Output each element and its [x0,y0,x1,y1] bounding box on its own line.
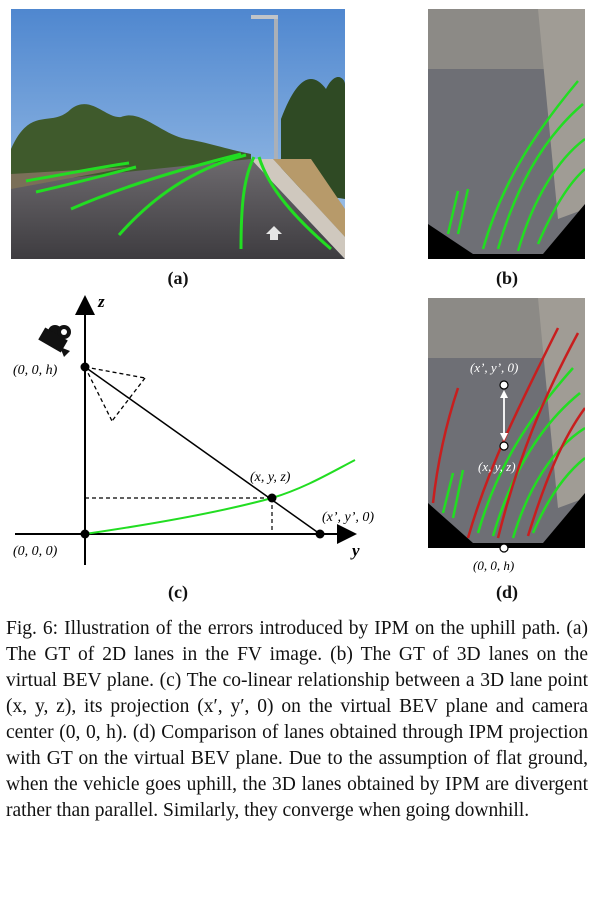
camera-point-label: (0, 0, h) [13,363,58,378]
bev-gt-image [428,9,585,259]
bev-comparison-image: (x’, y’, 0) (x, y, z) (0, 0, h) [428,298,585,578]
camera-marker [499,543,509,553]
origin-point [80,529,90,539]
projection-ray [84,366,321,535]
lane-marker [499,441,509,451]
uphill-lane-curve [84,459,356,535]
projected-marker [499,380,509,390]
bev-comparison-panel: (x’, y’, 0) (x, y, z) (0, 0, h) [428,298,585,578]
y-axis-label: y [350,541,360,560]
projected-point [315,529,325,539]
camera-point [80,362,90,372]
figure-caption: Fig. 6: Illustration of the errors intro… [6,616,588,824]
subfig-label-d: (d) [496,582,518,602]
subfig-label-b: (b) [496,268,518,288]
lane-point-label: (x, y, z) [250,470,291,485]
diagram-svg: z y (0, 0, h) (0, 0, 0) (x, y, z) [13,292,374,565]
caption-lead: Fig. 6: [6,618,65,639]
colinear-diagram: z y (0, 0, h) (0, 0, 0) (x, y, z) [10,285,410,585]
bev-gt-panel [428,9,585,259]
camera-marker-label: (0, 0, h) [473,558,514,573]
camera-icon [38,325,71,357]
fv-image-panel [11,9,345,259]
z-axis-label: z [97,292,105,311]
view-frustum [84,366,146,422]
fv-road-scene [11,9,345,259]
lane-point [267,493,277,503]
projected-marker-label: (x’, y’, 0) [470,360,518,375]
subfig-label-a: (a) [167,268,189,288]
caption-text: Illustration of the errors introduced by… [6,618,588,821]
lane-marker-label: (x, y, z) [478,459,516,474]
projected-point-label: (x’, y’, 0) [322,510,374,525]
subfig-label-c: (c) [168,582,188,602]
origin-label: (0, 0, 0) [13,544,58,559]
